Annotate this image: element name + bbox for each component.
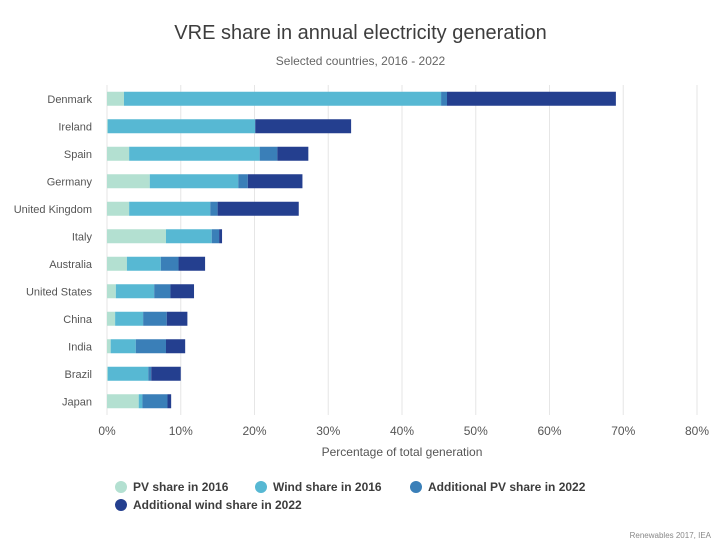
bar-segment[interactable]: [126, 256, 161, 271]
category-label: Australia: [49, 259, 93, 271]
bar-segment[interactable]: [107, 366, 149, 381]
bar-segment[interactable]: [107, 201, 130, 216]
legend-label: Additional PV share in 2022: [428, 480, 586, 494]
bar-stacks: [107, 91, 616, 409]
x-tick-label: 30%: [316, 424, 340, 438]
x-tick-label: 10%: [169, 424, 193, 438]
bar-segment[interactable]: [110, 339, 136, 354]
bar-segment[interactable]: [129, 146, 260, 161]
bar-segment[interactable]: [160, 256, 179, 271]
bar-segment[interactable]: [154, 284, 171, 299]
bar-segment[interactable]: [166, 339, 186, 354]
bar-segment[interactable]: [238, 174, 248, 189]
category-label: China: [63, 314, 93, 326]
bar-segment[interactable]: [129, 201, 211, 216]
category-labels: Denmark Ireland Spain Germany United Kingdom…: [14, 94, 93, 409]
bar-segment[interactable]: [107, 119, 108, 134]
legend-label: Additional wind share in 2022: [133, 498, 302, 512]
bar-segment[interactable]: [149, 174, 239, 189]
bar-segment[interactable]: [166, 229, 212, 244]
category-label: Italy: [72, 231, 93, 243]
x-tick-label: 40%: [390, 424, 414, 438]
source-note: Renewables 2017, IEA: [629, 531, 711, 540]
bar-segment[interactable]: [107, 311, 116, 326]
bar-segment[interactable]: [107, 229, 166, 244]
category-label: Spain: [64, 149, 92, 161]
category-label: Germany: [47, 176, 93, 188]
bar-segment[interactable]: [219, 229, 223, 244]
legend-swatch: [115, 481, 127, 493]
legend-item-additional-pv-2022[interactable]: Additional PV share in 2022: [410, 480, 585, 494]
bar-segment[interactable]: [107, 146, 130, 161]
category-label: United States: [26, 286, 93, 298]
category-label: Japan: [62, 396, 92, 408]
legend-item-additional-wind-2022[interactable]: Additional wind share in 2022: [115, 498, 302, 512]
x-tick-label: 80%: [685, 424, 709, 438]
x-tick-label: 20%: [242, 424, 266, 438]
gridlines: [106, 85, 698, 415]
bar-segment[interactable]: [107, 394, 139, 409]
bar-segment[interactable]: [170, 284, 195, 299]
bar-segment[interactable]: [138, 394, 143, 409]
bar-segment[interactable]: [107, 339, 111, 354]
bar-segment[interactable]: [446, 91, 616, 106]
legend-swatch: [115, 499, 127, 511]
category-label: United Kingdom: [14, 204, 92, 216]
category-label: Brazil: [64, 369, 92, 381]
chart-subtitle: Selected countries, 2016 - 2022: [275, 54, 446, 68]
category-label: India: [68, 341, 93, 353]
bar-segment[interactable]: [135, 339, 166, 354]
x-tick-label: 50%: [464, 424, 488, 438]
legend-swatch: [255, 481, 267, 493]
bar-segment[interactable]: [255, 119, 352, 134]
bar-segment[interactable]: [115, 284, 155, 299]
legend-swatch: [410, 481, 422, 493]
bar-segment[interactable]: [178, 256, 206, 271]
bar-segment[interactable]: [142, 394, 168, 409]
x-tick-label: 70%: [611, 424, 635, 438]
bar-segment[interactable]: [107, 366, 108, 381]
x-tick-label: 60%: [537, 424, 561, 438]
x-axis-label: Percentage of total generation: [321, 445, 483, 459]
bar-segment[interactable]: [151, 366, 181, 381]
x-tick-label: 0%: [98, 424, 116, 438]
legend-item-wind-2016[interactable]: Wind share in 2016: [255, 480, 382, 494]
bar-segment[interactable]: [441, 91, 447, 106]
category-label: Ireland: [58, 121, 92, 133]
bar-segment[interactable]: [247, 174, 303, 189]
legend-item-pv-2016[interactable]: PV share in 2016: [115, 480, 228, 494]
bar-segment[interactable]: [107, 256, 127, 271]
bar-segment[interactable]: [259, 146, 278, 161]
bar-segment[interactable]: [277, 146, 309, 161]
legend-label: PV share in 2016: [133, 480, 229, 494]
legend-label: Wind share in 2016: [273, 480, 382, 494]
bar-segment[interactable]: [115, 311, 144, 326]
bar-segment[interactable]: [107, 284, 116, 299]
bar-segment[interactable]: [148, 366, 152, 381]
bar-segment[interactable]: [211, 229, 220, 244]
x-tick-labels: 0% 10% 20% 30% 40% 50% 60% 70% 80%: [98, 424, 709, 438]
category-label: Denmark: [47, 94, 92, 106]
bar-segment[interactable]: [210, 201, 218, 216]
bar-segment[interactable]: [217, 201, 299, 216]
bar-segment[interactable]: [166, 311, 188, 326]
bar-segment[interactable]: [107, 174, 150, 189]
bar-segment[interactable]: [167, 394, 172, 409]
bar-segment[interactable]: [107, 119, 256, 134]
chart-title: VRE share in annual electricity generati…: [174, 22, 547, 44]
bar-segment[interactable]: [123, 91, 442, 106]
bar-segment[interactable]: [107, 91, 124, 106]
bar-segment[interactable]: [143, 311, 167, 326]
